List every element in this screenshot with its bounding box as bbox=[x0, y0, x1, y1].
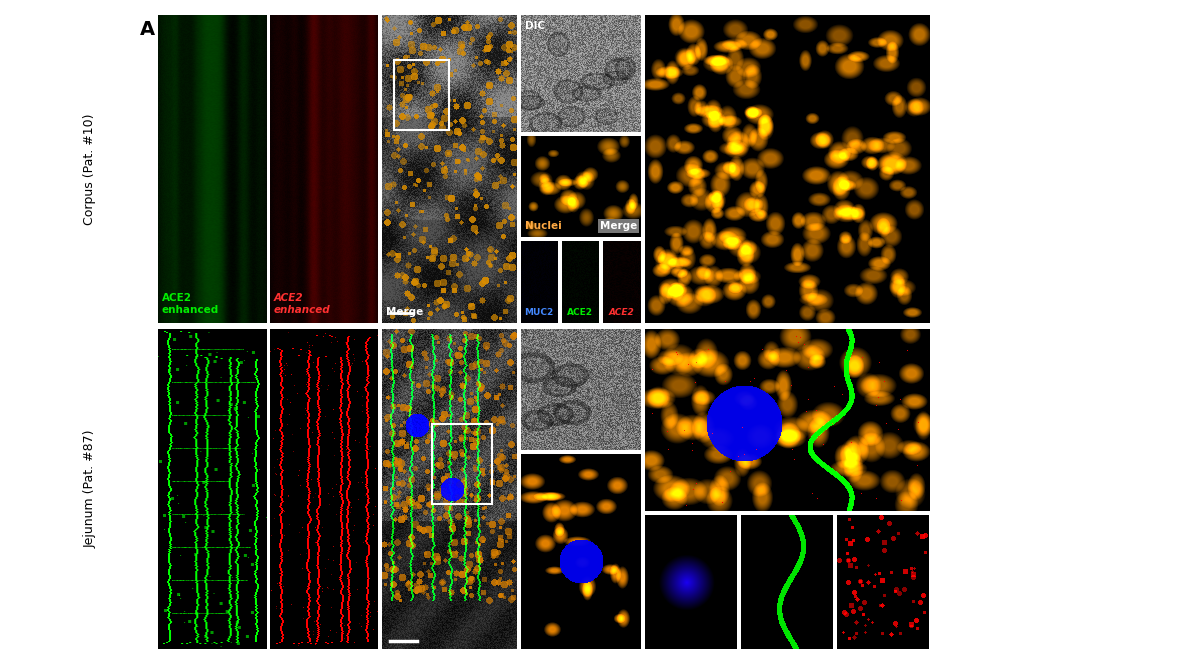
Text: ACE2: ACE2 bbox=[608, 308, 634, 317]
Text: A: A bbox=[140, 20, 155, 39]
Text: ACE2
enhanced: ACE2 enhanced bbox=[162, 293, 220, 315]
Text: DIC: DIC bbox=[526, 21, 545, 31]
Text: Nuclei: Nuclei bbox=[526, 221, 562, 231]
Text: Merge: Merge bbox=[386, 307, 424, 317]
Text: ACE2
enhanced: ACE2 enhanced bbox=[274, 293, 331, 315]
Text: Jejunum (Pat. #87): Jejunum (Pat. #87) bbox=[84, 429, 96, 548]
Text: Merge: Merge bbox=[600, 221, 637, 231]
Text: MUC2: MUC2 bbox=[524, 308, 553, 317]
Bar bbox=[432, 424, 492, 504]
Bar bbox=[394, 60, 449, 130]
Text: Corpus (Pat. #10): Corpus (Pat. #10) bbox=[84, 113, 96, 224]
Text: ACE2: ACE2 bbox=[568, 308, 593, 317]
